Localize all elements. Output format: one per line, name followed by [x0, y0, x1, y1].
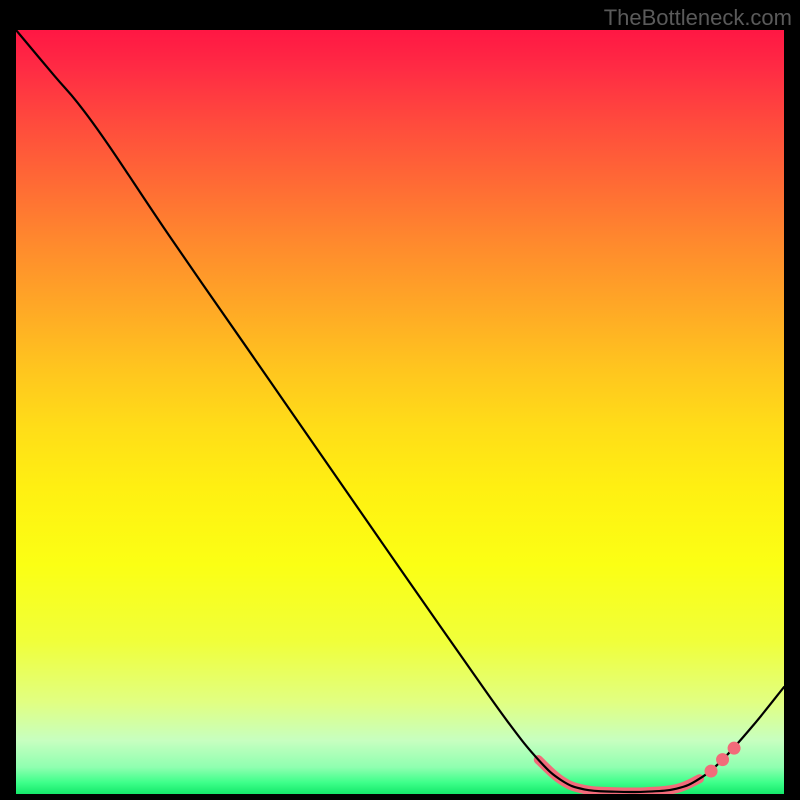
marker-dot: [728, 742, 740, 754]
marker-dot: [717, 754, 729, 766]
chart-svg: [16, 30, 784, 794]
watermark-text: TheBottleneck.com: [604, 5, 792, 31]
chart-plot-area: [16, 30, 784, 794]
gradient-background: [16, 30, 784, 794]
marker-dot: [705, 765, 717, 777]
